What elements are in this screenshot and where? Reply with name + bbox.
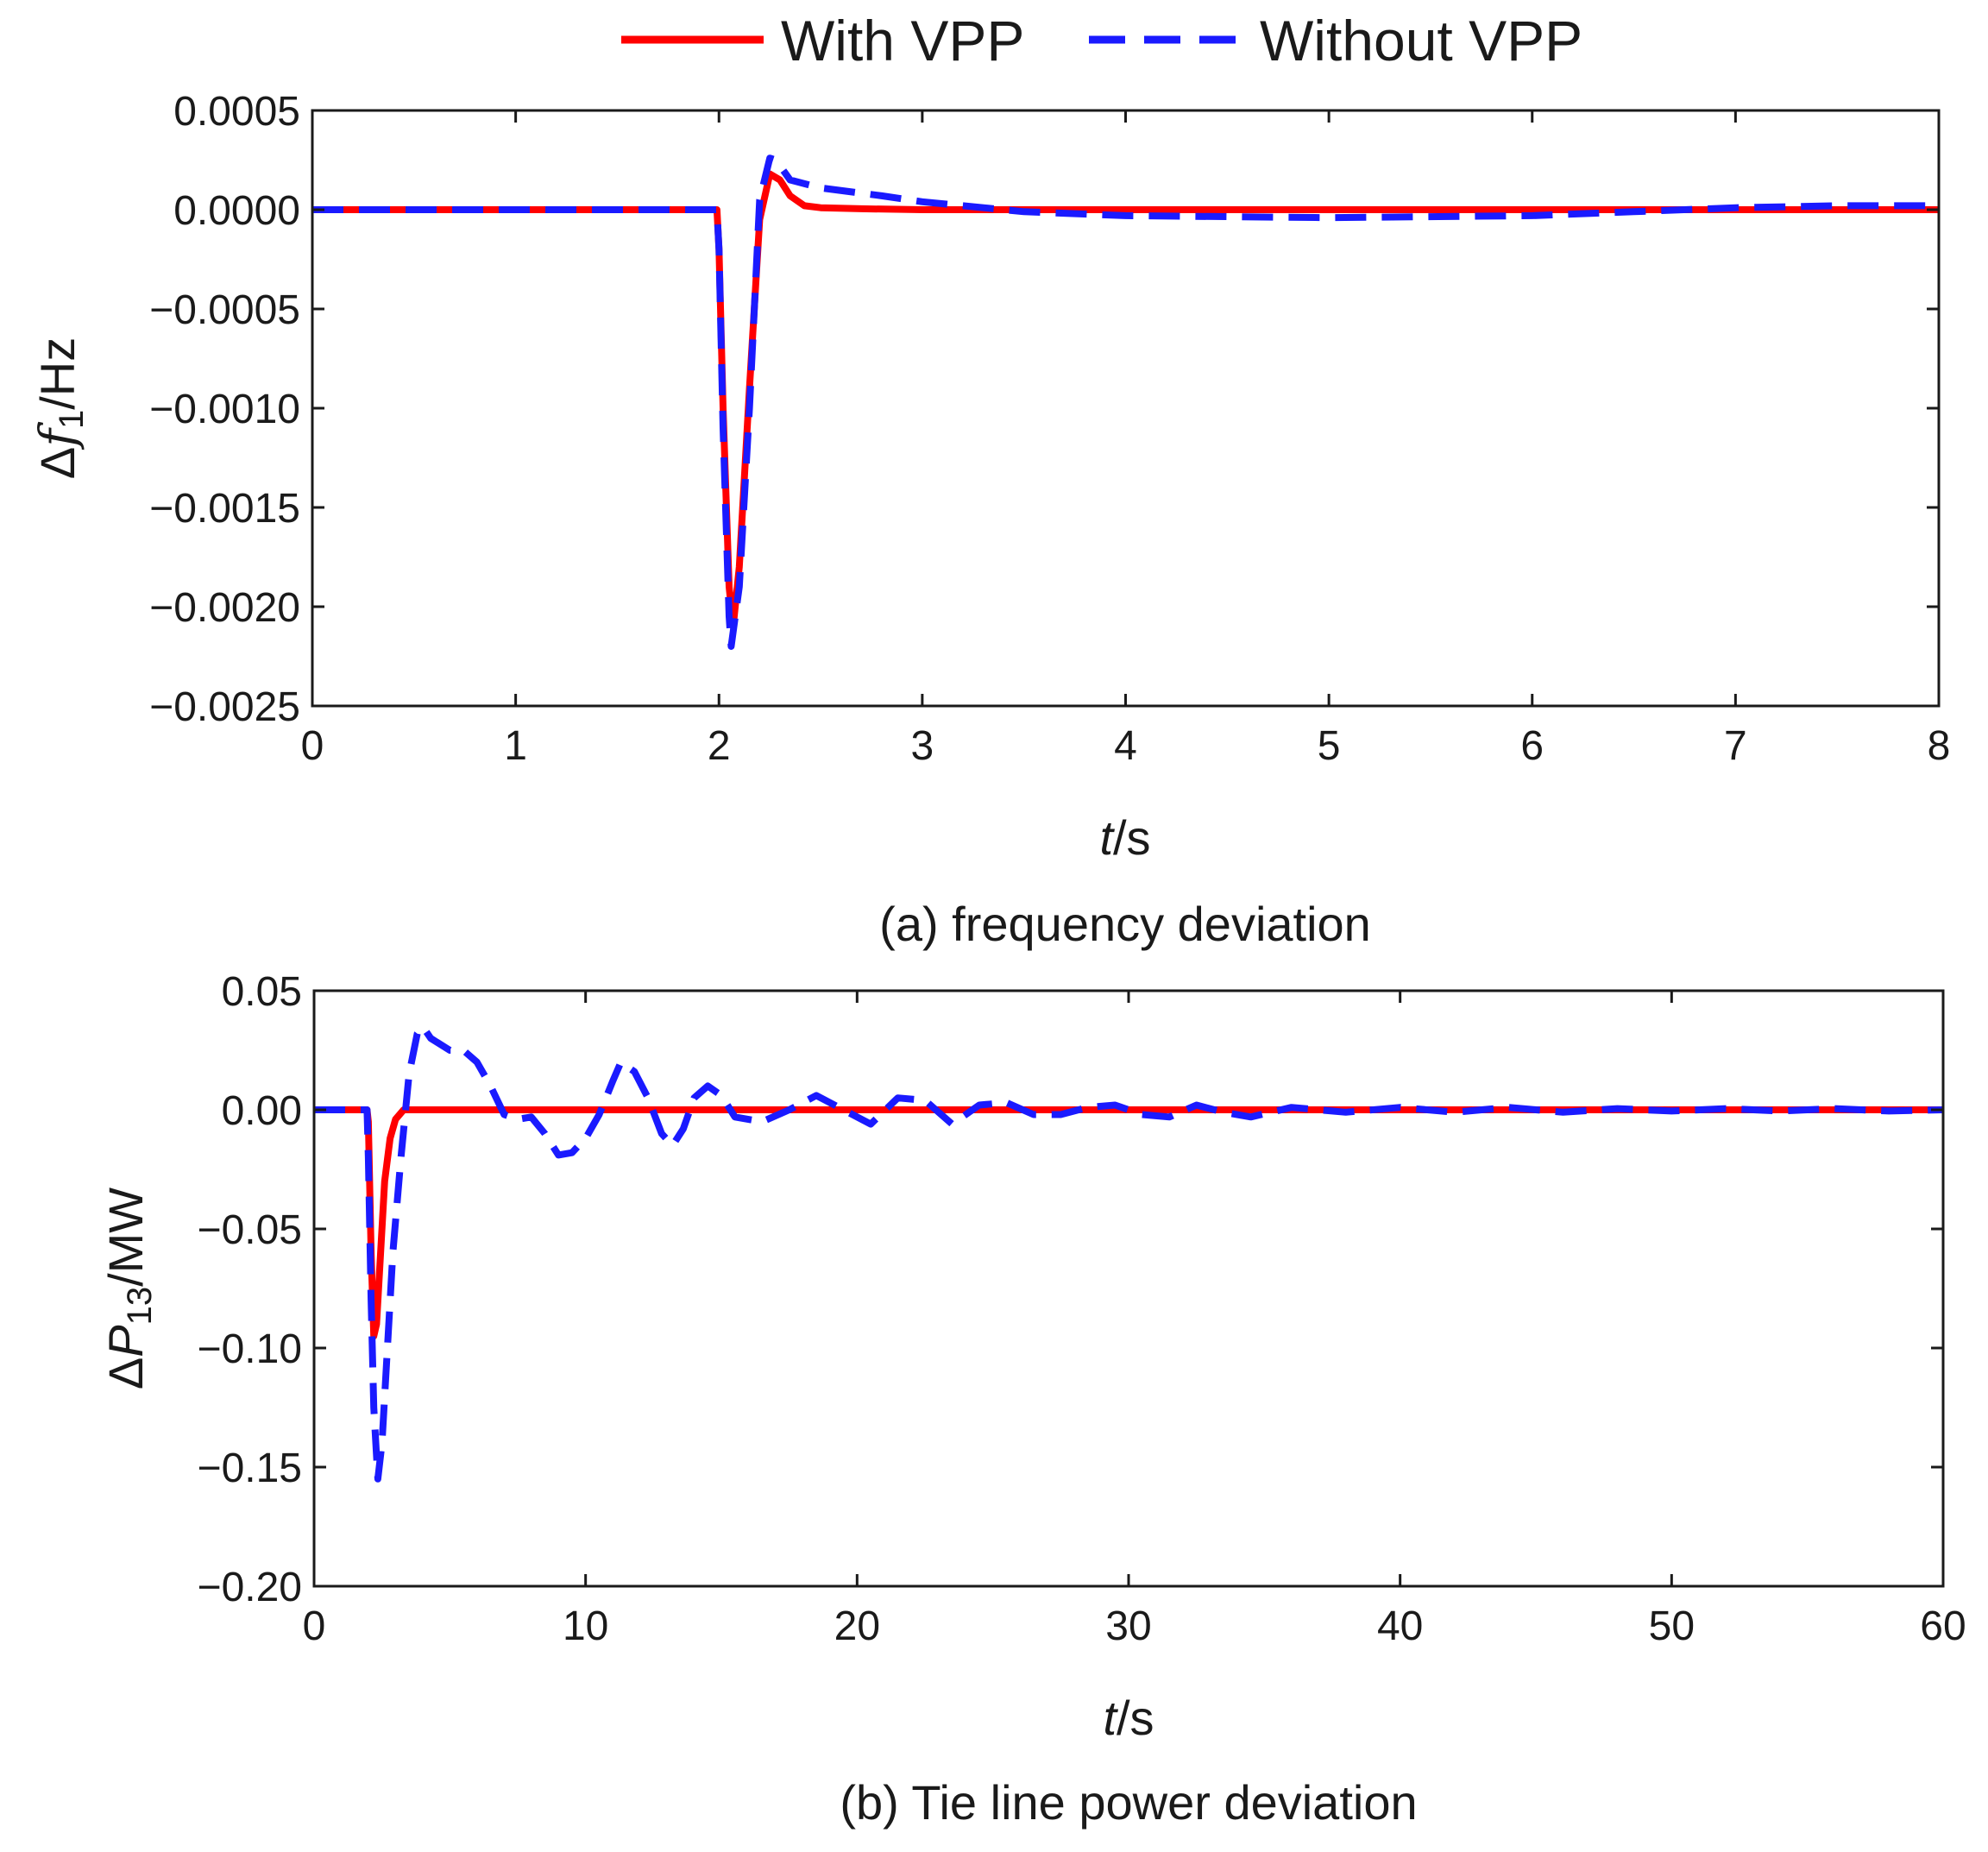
plot-frame-a bbox=[311, 109, 1941, 708]
x-tick-label-b-0: 0 bbox=[303, 1603, 326, 1649]
y-tick-label-a-2: −0.0005 bbox=[149, 287, 300, 333]
y-tick-label-b-3: −0.10 bbox=[198, 1326, 302, 1372]
caption-b: (b) Tie line power deviation bbox=[840, 1775, 1417, 1830]
x-tick-label-a-5: 5 bbox=[1318, 723, 1341, 769]
y-tick-label-a-4: −0.0015 bbox=[149, 486, 300, 532]
plot-area-a bbox=[312, 154, 1939, 650]
y-axis-ticks-b: 0.05 0.00 −0.05 −0.10 −0.15 −0.20 bbox=[198, 969, 1943, 1610]
x-tick-label-a-2: 2 bbox=[708, 723, 731, 769]
y-tick-label-b-1: 0.00 bbox=[222, 1088, 302, 1134]
series-without-vpp-b bbox=[314, 1023, 1943, 1483]
y-tick-label-a-1: 0.0000 bbox=[173, 188, 300, 234]
plot-frame-b bbox=[312, 989, 1945, 1588]
x-tick-label-b-2: 20 bbox=[834, 1603, 880, 1649]
y-axis-title-b: ΔP13/MW bbox=[98, 1187, 159, 1389]
x-tick-label-a-0: 0 bbox=[301, 723, 324, 769]
y-axis-title-a: Δf1/Hz bbox=[30, 337, 91, 479]
x-tick-label-b-4: 40 bbox=[1377, 1603, 1423, 1649]
y-tick-label-b-0: 0.05 bbox=[222, 969, 302, 1015]
caption-a: (a) frequency deviation bbox=[879, 897, 1371, 951]
legend-with-vpp-label: With VPP bbox=[781, 9, 1024, 72]
series-without-vpp-a bbox=[312, 154, 1939, 650]
y-tick-label-b-5: −0.20 bbox=[198, 1565, 302, 1610]
x-tick-label-b-3: 30 bbox=[1105, 1603, 1151, 1649]
chart-frequency-deviation: 0 1 2 3 4 5 6 7 8 0.0005 0.0000 −0.0005 −0.0010 −0.0… bbox=[30, 89, 1950, 951]
legend: With VPP Without VPP bbox=[621, 9, 1582, 72]
series-with-vpp-a bbox=[312, 170, 1939, 630]
x-tick-label-b-1: 10 bbox=[563, 1603, 608, 1649]
y-tick-label-a-3: −0.0010 bbox=[149, 387, 300, 432]
x-tick-label-a-8: 8 bbox=[1928, 723, 1951, 769]
x-tick-label-b-6: 60 bbox=[1920, 1603, 1966, 1649]
x-axis-ticks-a: 0 1 2 3 4 5 6 7 8 bbox=[301, 110, 1951, 769]
x-axis-title-b: t/s bbox=[1103, 1691, 1154, 1745]
y-tick-label-b-2: −0.05 bbox=[198, 1207, 302, 1253]
series-with-vpp-b bbox=[314, 1106, 1943, 1340]
x-tick-label-a-6: 6 bbox=[1520, 723, 1544, 769]
y-tick-label-a-5: −0.0020 bbox=[149, 585, 300, 631]
x-tick-label-a-7: 7 bbox=[1724, 723, 1747, 769]
x-tick-label-a-4: 4 bbox=[1114, 723, 1137, 769]
y-axis-ticks-a: 0.0005 0.0000 −0.0005 −0.0010 −0.0015 −0.0020… bbox=[149, 89, 1939, 730]
x-tick-label-b-5: 50 bbox=[1649, 1603, 1695, 1649]
y-tick-label-b-4: −0.15 bbox=[198, 1446, 302, 1491]
x-tick-label-a-1: 1 bbox=[504, 723, 527, 769]
y-tick-label-a-0: 0.0005 bbox=[173, 89, 300, 135]
x-axis-title-a: t/s bbox=[1099, 810, 1150, 865]
chart-tie-line-power-deviation: 0 10 20 30 40 50 60 0.05 0.00 −0.05 −0.10 −0.15 −0.… bbox=[98, 969, 1966, 1830]
y-tick-label-a-6: −0.0025 bbox=[149, 684, 300, 730]
x-tick-label-a-3: 3 bbox=[911, 723, 934, 769]
x-axis-ticks-b: 0 10 20 30 40 50 60 bbox=[303, 991, 1966, 1649]
legend-without-vpp-label: Without VPP bbox=[1260, 9, 1582, 72]
plot-area-b bbox=[314, 1023, 1943, 1483]
